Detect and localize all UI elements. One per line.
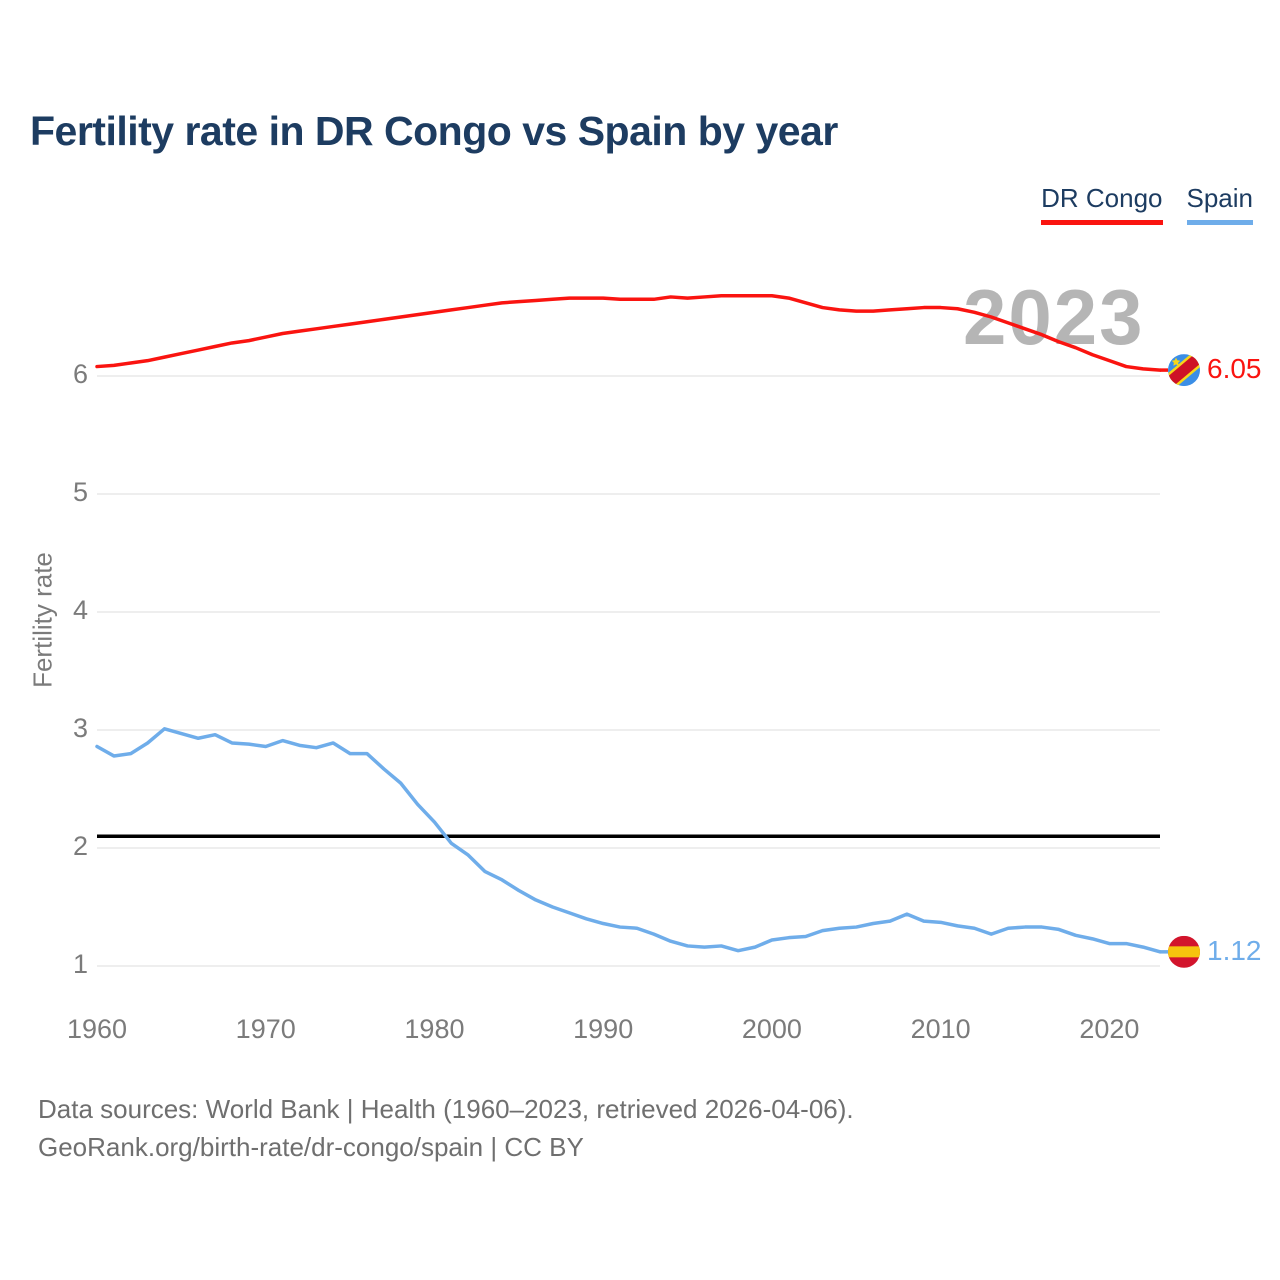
x-tick-1990: 1990 — [573, 1014, 634, 1044]
y-tick-6: 6 — [72, 359, 88, 389]
series-lines — [95, 294, 1168, 954]
legend-item-spain[interactable]: Spain — [1186, 184, 1253, 225]
footer-sources: Data sources: World Bank | Health (1960–… — [38, 1094, 854, 1124]
y-tick-1: 1 — [72, 949, 88, 979]
x-tick-1970: 1970 — [235, 1014, 296, 1044]
x-tick-2020: 2020 — [1079, 1014, 1140, 1044]
gridlines — [97, 375, 1160, 967]
spain-flag-icon — [1168, 935, 1200, 968]
y-tick-5: 5 — [72, 477, 88, 507]
x-tick-2000: 2000 — [741, 1014, 802, 1044]
dr-congo-end-value: 6.05 — [1207, 353, 1262, 385]
y-tick-3: 3 — [72, 713, 88, 743]
legend: DR Congo Spain — [1041, 184, 1253, 225]
footer-attribution: GeoRank.org/birth-rate/dr-congo/spain | … — [38, 1132, 584, 1162]
footer: Data sources: World Bank | Health (1960–… — [38, 1090, 854, 1166]
spain-end-value: 1.12 — [1207, 934, 1262, 966]
x-tick-2010: 2010 — [910, 1014, 971, 1044]
y-tick-2: 2 — [72, 831, 88, 861]
page-title: Fertility rate in DR Congo vs Spain by y… — [30, 108, 838, 154]
x-tick-1960: 1960 — [66, 1014, 128, 1044]
y-tick-4: 4 — [72, 595, 88, 625]
legend-item-dr-congo[interactable]: DR Congo — [1041, 184, 1163, 225]
x-tick-1980: 1980 — [404, 1014, 465, 1044]
